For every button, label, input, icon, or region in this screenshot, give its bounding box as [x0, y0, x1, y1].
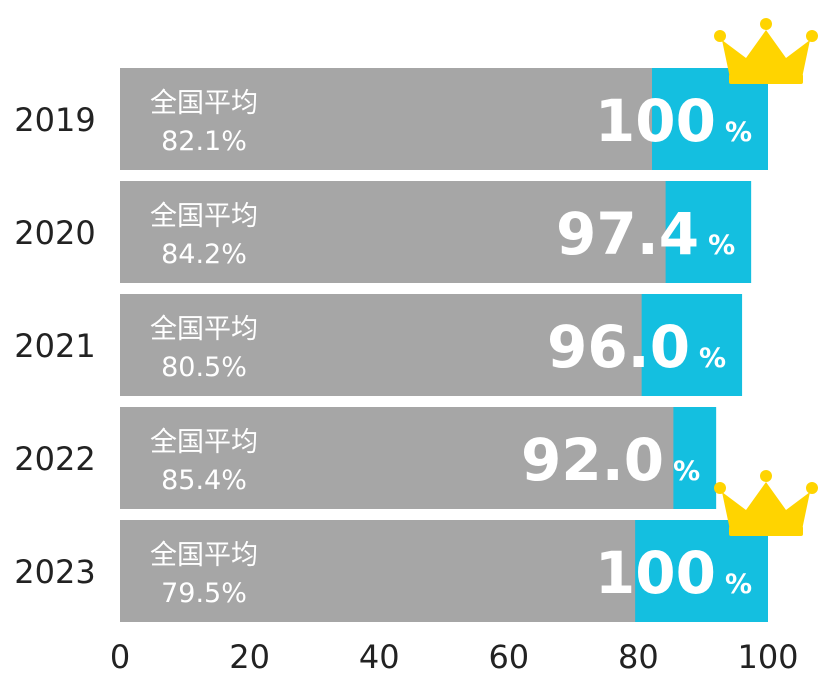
value-label: 100 — [595, 539, 716, 607]
bars-group: 2019 全国平均 82.1% % 100 2020 全国平均 84.2% % 97.4 2021 全… — [14, 18, 818, 622]
bar-row-2023: 2023 全国平均 79.5% % 100 — [14, 470, 818, 622]
year-label: 2020 — [14, 214, 95, 252]
value-label: 100 — [595, 87, 716, 155]
x-tick-label: 0 — [110, 638, 130, 676]
national-average-label: 全国平均 — [150, 427, 258, 458]
year-label: 2023 — [14, 553, 95, 591]
x-tick-label: 100 — [737, 638, 798, 676]
year-label: 2022 — [14, 440, 95, 478]
percent-sign: % — [673, 456, 700, 487]
x-tick-label: 40 — [359, 638, 400, 676]
crown-icon — [714, 470, 818, 536]
bar-national-2023 — [120, 520, 636, 622]
national-average-value: 80.5% — [161, 352, 247, 383]
percent-sign: % — [725, 569, 752, 600]
national-average-value: 84.2% — [161, 239, 247, 270]
x-tick-label: 20 — [229, 638, 270, 676]
bar-row-2020: 2020 全国平均 84.2% % 97.4 — [14, 181, 752, 283]
percent-sign: % — [725, 117, 752, 148]
bar-row-2021: 2021 全国平均 80.5% % 96.0 — [14, 294, 743, 396]
percent-sign: % — [699, 343, 726, 374]
year-label: 2019 — [14, 101, 95, 139]
national-average-label: 全国平均 — [150, 540, 258, 571]
national-average-label: 全国平均 — [150, 201, 258, 232]
value-label: 92.0 — [521, 426, 664, 494]
national-average-value: 79.5% — [161, 578, 247, 609]
bar-row-2019: 2019 全国平均 82.1% % 100 — [14, 18, 818, 170]
value-label: 96.0 — [547, 313, 690, 381]
national-average-label: 全国平均 — [150, 88, 258, 119]
x-tick-label: 80 — [618, 638, 659, 676]
percent-sign: % — [708, 230, 735, 261]
bar-national-2019 — [120, 68, 653, 170]
crown-icon — [714, 18, 818, 84]
year-label: 2021 — [14, 327, 95, 365]
bar-row-2022: 2022 全国平均 85.4% % 92.0 — [14, 407, 717, 509]
bar-national-2021 — [120, 294, 642, 396]
bar-national-2020 — [120, 181, 666, 283]
value-label: 97.4 — [556, 200, 699, 268]
national-average-value: 82.1% — [161, 126, 247, 157]
national-average-value: 85.4% — [161, 465, 247, 496]
x-tick-label: 60 — [488, 638, 529, 676]
bar-national-2022 — [120, 407, 674, 509]
national-average-label: 全国平均 — [150, 314, 258, 345]
x-axis: 0 20 40 60 80 100 — [110, 638, 799, 676]
